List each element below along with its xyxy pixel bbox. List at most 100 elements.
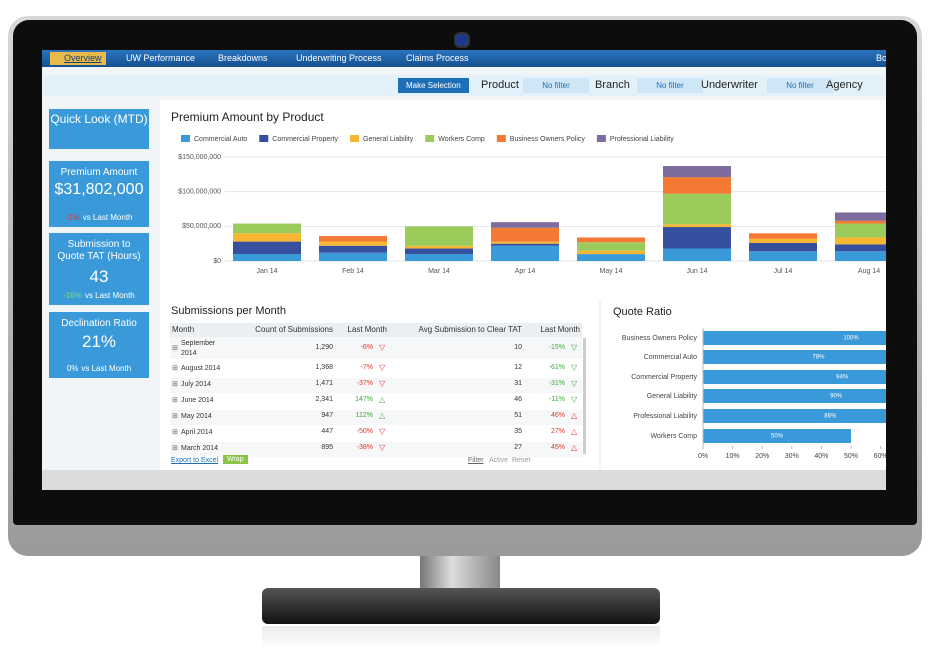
- bar-segment: [319, 241, 387, 246]
- expand-icon: ⊞: [172, 381, 178, 388]
- table-cell: 895: [321, 444, 333, 451]
- active-link[interactable]: Active: [489, 457, 509, 464]
- main-panel: [160, 100, 886, 470]
- bar-segment: [577, 254, 645, 261]
- bar: [703, 370, 886, 384]
- filter-link[interactable]: Filter: [468, 457, 484, 464]
- table-cell: -50%: [356, 428, 373, 435]
- bar-segment: [663, 177, 731, 194]
- table-cell: 10: [514, 344, 522, 351]
- kpi-note: vs Last Month: [84, 291, 135, 300]
- table-cell: -61%: [548, 364, 565, 371]
- table-cell: March 2014: [181, 445, 218, 452]
- value-label: 100%: [843, 336, 859, 342]
- kpi-title: Premium Amount: [60, 167, 138, 178]
- kpi-card: Premium Amount $31,802,000 -1% vs Last Mont…: [49, 161, 149, 227]
- bar: [703, 331, 886, 345]
- kpi-change: -1%: [65, 213, 80, 222]
- x-tick-label: Jan 14: [256, 268, 277, 275]
- nav-tab[interactable]: Claims Process: [406, 53, 469, 63]
- bar-segment: [663, 224, 731, 228]
- kpi-title: Declination Ratio: [61, 318, 137, 329]
- expand-icon: ⊞: [172, 345, 178, 352]
- legend-swatch: [425, 135, 435, 142]
- value-label: 94%: [836, 375, 849, 381]
- bar-segment: [405, 254, 473, 261]
- trend-icon: △: [379, 411, 386, 420]
- base-reflection: [262, 626, 660, 648]
- x-tick-label: Feb 14: [342, 268, 364, 275]
- chart-title: Premium Amount by Product: [171, 110, 324, 124]
- webcam: [454, 32, 470, 48]
- bar-segment: [491, 245, 559, 261]
- expand-icon: ⊞: [172, 413, 178, 420]
- table-cell: August 2014: [181, 365, 221, 372]
- x-tick-label: Apr 14: [515, 268, 536, 275]
- trend-icon: ▽: [571, 343, 578, 352]
- table-title: Submissions per Month: [171, 305, 286, 317]
- table-cell: July 2014: [181, 381, 211, 388]
- reset-link[interactable]: Reset: [512, 457, 531, 464]
- bar-segment: [663, 193, 731, 225]
- table-cell: 2,341: [315, 396, 333, 403]
- nav-tab[interactable]: Bo: [876, 53, 886, 63]
- export-link[interactable]: Export to Excel: [171, 457, 219, 464]
- bar-segment: [663, 248, 731, 261]
- legend-label: Commercial Property: [272, 136, 338, 143]
- bar-segment: [233, 254, 301, 261]
- table-cell: May 2014: [181, 413, 212, 420]
- table-cell: 46%: [550, 412, 565, 419]
- kpi-value: $31,802,000: [54, 181, 144, 198]
- y-tick-label: $0: [213, 258, 221, 265]
- y-tick-label: $150,000,000: [178, 154, 221, 161]
- trend-icon: ▽: [379, 443, 386, 452]
- legend-label: Professional Liability: [610, 136, 674, 143]
- legend-swatch: [259, 135, 269, 142]
- kpi-change-row: -16% vs Last Month: [49, 291, 149, 300]
- legend-swatch: [496, 135, 506, 142]
- bar-segment: [233, 241, 301, 255]
- chart-title: Quote Ratio: [613, 306, 672, 318]
- value-label: 90%: [830, 394, 843, 400]
- kpi-note: vs Last Month: [81, 364, 132, 373]
- charts-layer: Premium Amount by Product Commercial Auto…: [42, 100, 886, 490]
- table-row-bg: [170, 442, 582, 457]
- kpi-card: Submission to Quote TAT (Hours) 43 -16% vs …: [49, 233, 149, 305]
- table-cell: -11%: [549, 396, 565, 403]
- legend-label: General Liability: [363, 136, 414, 143]
- bar-segment: [319, 236, 387, 242]
- x-tick-label: Jul 14: [774, 268, 793, 275]
- filter-dropdown[interactable]: No filter: [767, 78, 833, 93]
- kpi-header: Quick Look (MTD): [49, 109, 149, 149]
- nav-tab[interactable]: UW Performance: [126, 53, 196, 63]
- table-header: Avg Submission to Clear TAT: [418, 325, 522, 334]
- table-cell: 27%: [550, 428, 565, 435]
- bar-segment: [749, 233, 817, 239]
- table-header: Month: [172, 325, 195, 334]
- make-selection-button[interactable]: Make Selection: [398, 78, 469, 93]
- bar-segment: [405, 248, 473, 255]
- table-header: Count of Submissions: [255, 325, 333, 334]
- trend-icon: ▽: [379, 343, 386, 352]
- bar-segment: [663, 166, 731, 178]
- kpi-card: Declination Ratio 21% 0% vs Last Month: [49, 312, 149, 378]
- legend-swatch: [596, 135, 606, 142]
- x-tick-label: 0%: [698, 453, 708, 460]
- filter-dropdown[interactable]: No filter: [523, 78, 589, 93]
- nav-tab[interactable]: Underwriting Process: [296, 53, 382, 63]
- x-tick-label: 50%: [844, 453, 858, 460]
- x-tick-label: 10%: [726, 453, 740, 460]
- table-cell: -31%: [548, 380, 565, 387]
- nav-tab[interactable]: Overview: [50, 52, 106, 65]
- table-row-bg: [170, 337, 582, 359]
- value-label: 86%: [824, 414, 837, 420]
- table-cell: 1,471: [315, 380, 333, 387]
- filter-dropdown[interactable]: No filter: [637, 78, 703, 93]
- x-tick-label: Mar 14: [428, 268, 450, 275]
- wrap-button[interactable]: Wrap: [223, 455, 248, 464]
- nav-tab[interactable]: Breakdowns: [218, 53, 268, 63]
- bar: [703, 429, 851, 443]
- table-cell: September 2014: [181, 340, 216, 357]
- bar-segment: [319, 252, 387, 261]
